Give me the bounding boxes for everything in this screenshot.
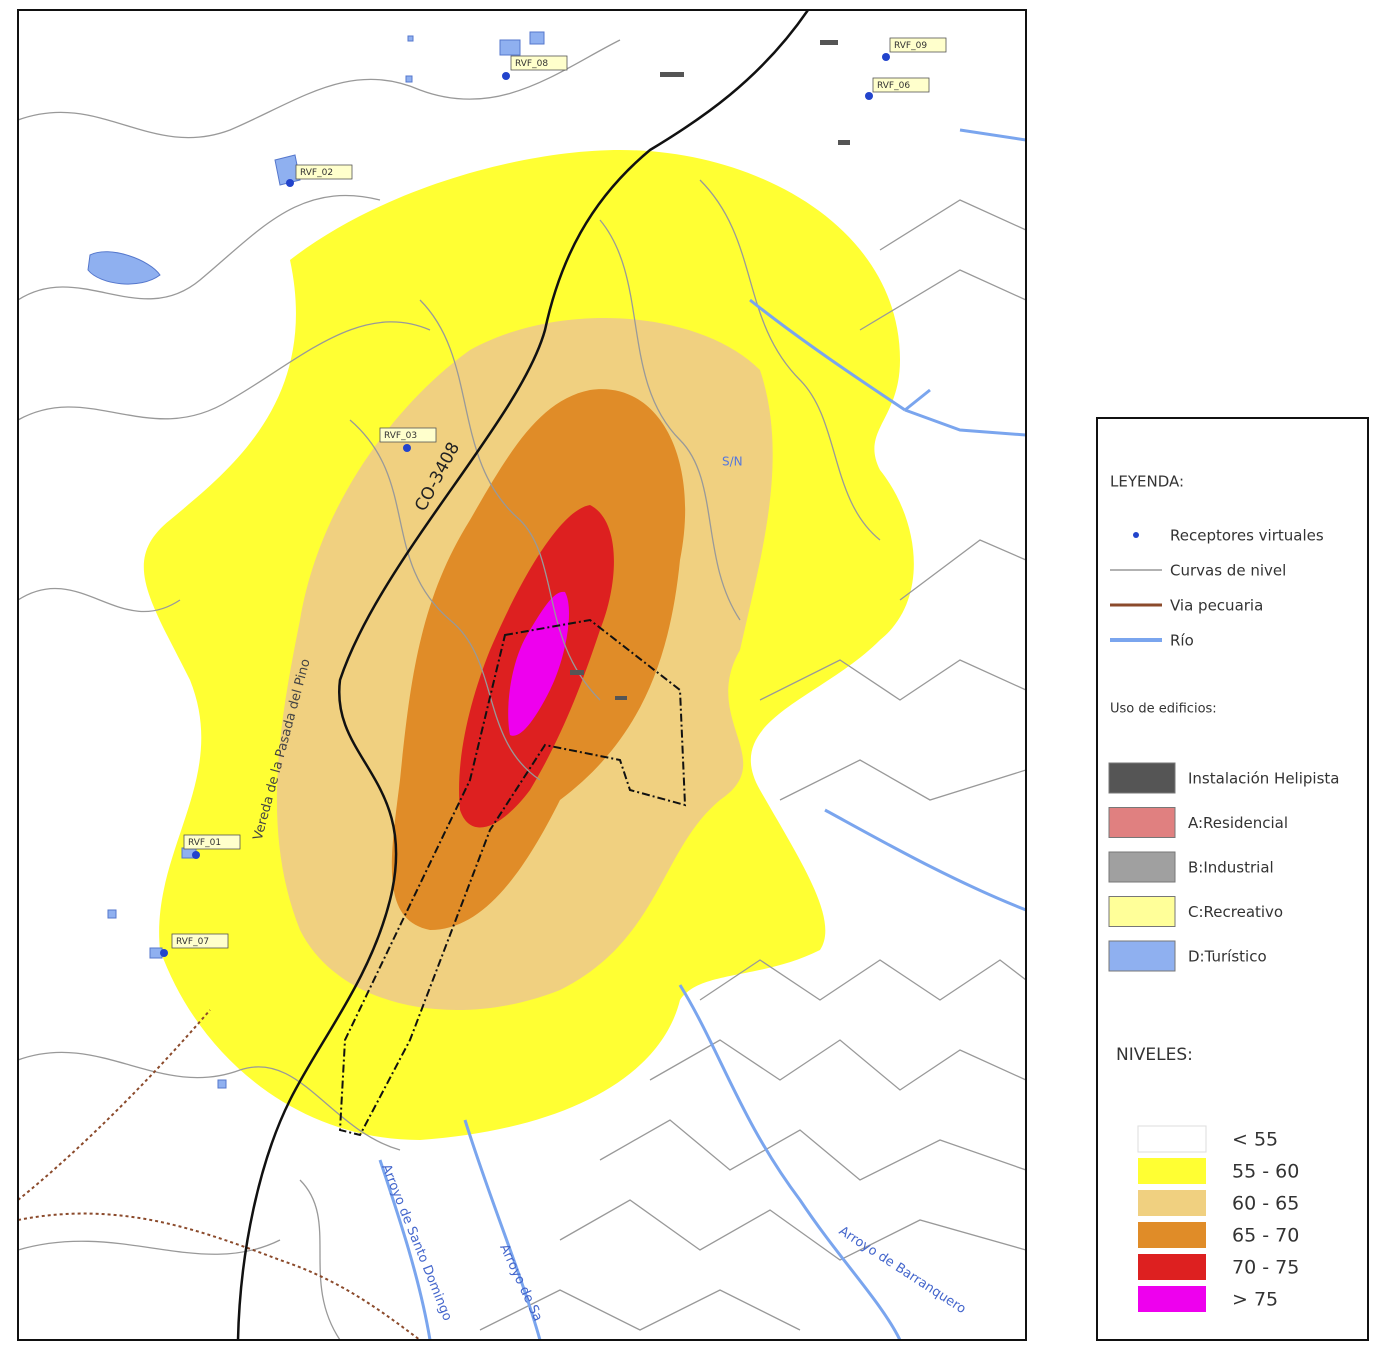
receptor-label-box [171, 933, 229, 949]
rivers [378, 128, 1026, 1340]
receptor-label: RVF_01 [188, 838, 221, 848]
legend-swatch [1138, 1222, 1206, 1248]
road [236, 10, 810, 1340]
legend-subtitle: NIVELES: [1116, 1045, 1193, 1065]
legend-item: Receptores virtuales [1170, 527, 1324, 545]
legend-title: LEYENDA: [1110, 473, 1184, 491]
receptor-label: RVF_02 [300, 168, 333, 178]
legend-swatch [1108, 807, 1176, 838]
legend-item: Río [1170, 632, 1194, 650]
legend-swatch [1108, 896, 1176, 927]
legend-item: A:Residencial [1188, 814, 1288, 832]
legend-level: 55 - 60 [1232, 1161, 1299, 1183]
legend-swatch [1138, 1158, 1206, 1184]
receptor-label: RVF_03 [384, 431, 417, 441]
legend-swatch [1108, 762, 1176, 794]
receptor [882, 53, 890, 61]
livestock-route [18, 1009, 421, 1340]
receptor [286, 179, 294, 187]
receptor-label: RVF_08 [515, 59, 548, 69]
receptor-label: RVF_09 [894, 41, 927, 51]
legend-swatch [1137, 1125, 1207, 1153]
receptor-label-box [889, 37, 947, 53]
legend-item: C:Recreativo [1188, 903, 1283, 921]
receptor [403, 444, 411, 452]
legend-subtitle: Uso de edificios: [1110, 702, 1217, 717]
legend-item: Via pecuaria [1170, 597, 1263, 615]
legend-swatch [1138, 1190, 1206, 1216]
receptor-label-box [510, 55, 568, 71]
stream-label: S/N [722, 455, 743, 469]
legend-swatch [1108, 940, 1176, 972]
legend-item: Instalación Helipista [1188, 770, 1339, 788]
map-frame [17, 9, 1027, 1341]
legend-level: 70 - 75 [1232, 1257, 1299, 1279]
legend-swatch [1108, 851, 1176, 883]
heliport-buildings [570, 40, 850, 700]
map: RVF_09 RVF_08 RVF_06 RVF_02 RVF_03 RVF_01 RVF_… [18, 10, 1026, 1340]
legend-swatch [1138, 1286, 1206, 1312]
legend-level: 65 - 70 [1232, 1225, 1299, 1247]
receptor-label: RVF_06 [877, 81, 910, 91]
zone-over-75 [508, 591, 570, 736]
contours [18, 39, 1026, 1340]
receptor [192, 851, 200, 859]
receptor-label-box [295, 164, 353, 180]
legend: LEYENDA: Receptores virtuales Curvas de … [1096, 417, 1369, 1341]
legend-item: D:Turístico [1188, 948, 1267, 966]
receptor [160, 949, 168, 957]
legend-item: Curvas de nivel [1170, 562, 1286, 580]
receptor-label-box [183, 834, 241, 850]
legend-item: B:Industrial [1188, 859, 1274, 877]
legend-level: 60 - 65 [1232, 1193, 1299, 1215]
receptor-label: RVF_07 [176, 937, 209, 947]
buildings [87, 31, 545, 1089]
receptors: RVF_09 RVF_08 RVF_06 RVF_02 RVF_03 RVF_01 RVF_… [160, 37, 947, 957]
legend-level: > 75 [1232, 1289, 1278, 1311]
legend-level: < 55 [1232, 1129, 1278, 1151]
helipad-outline [338, 618, 687, 1137]
receptor-label-box [379, 427, 437, 443]
legend-swatch [1138, 1254, 1206, 1280]
receptor [502, 72, 510, 80]
receptor-label-box [872, 77, 930, 93]
receptor [865, 92, 873, 100]
